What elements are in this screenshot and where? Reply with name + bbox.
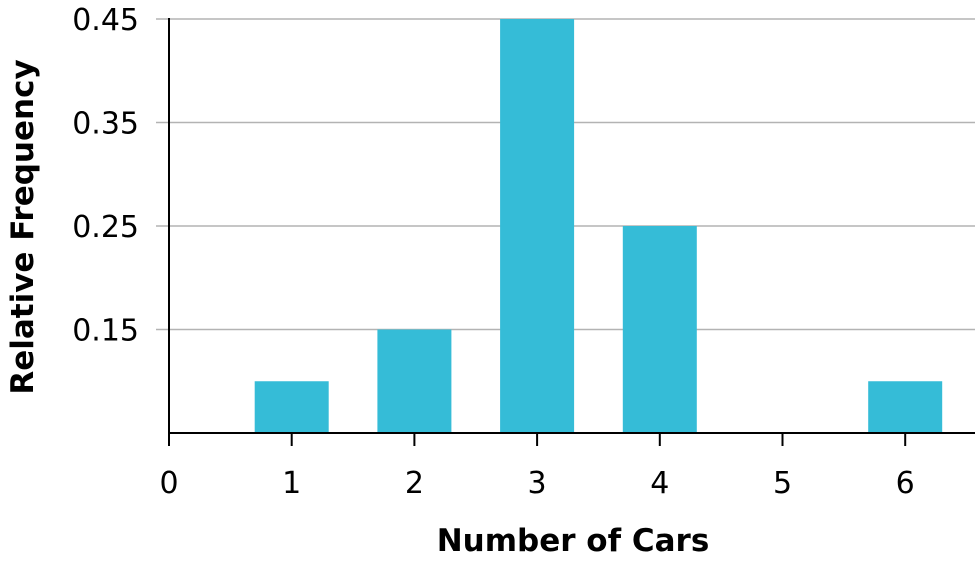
x-tick-label: 3 <box>528 466 547 501</box>
bar-3 <box>500 19 575 433</box>
x-tick-label: 5 <box>773 466 792 501</box>
x-axis-title: Number of Cars <box>437 523 710 559</box>
x-tick-label: 4 <box>650 466 669 501</box>
x-axis-ticks: 0 1 2 3 4 5 6 <box>159 433 915 501</box>
axes <box>168 18 975 434</box>
bar-2 <box>377 329 452 433</box>
y-tick-label: 0.25 <box>72 210 139 245</box>
y-tick-label: 0.15 <box>72 314 139 349</box>
y-tick-label: 0.45 <box>72 3 139 38</box>
bar-1 <box>254 381 329 433</box>
y-axis-ticks: 0.45 0.35 0.25 0.15 <box>72 3 139 349</box>
y-axis-title: Relative Frequency <box>5 59 41 394</box>
bars <box>254 19 943 433</box>
x-tick-label: 2 <box>405 466 424 501</box>
bar-4 <box>622 226 697 433</box>
y-tick-label: 0.35 <box>72 107 139 142</box>
x-tick-label: 6 <box>896 466 915 501</box>
x-tick-label: 1 <box>282 466 301 501</box>
bar-6 <box>868 381 943 433</box>
x-tick-label: 0 <box>159 466 178 501</box>
